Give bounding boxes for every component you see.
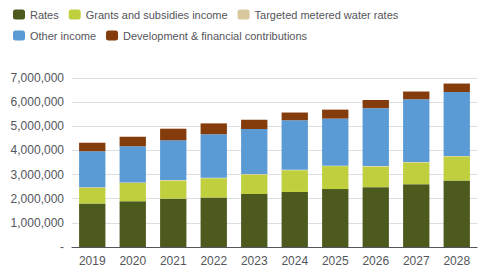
svg-text:7,000,000: 7,000,000 bbox=[11, 71, 65, 85]
svg-text:2,000,000: 2,000,000 bbox=[11, 192, 65, 206]
svg-text:2021: 2021 bbox=[160, 254, 187, 268]
svg-text:5,000,000: 5,000,000 bbox=[11, 119, 65, 133]
svg-text:Grants and subsidies income: Grants and subsidies income bbox=[86, 9, 228, 21]
svg-text:2023: 2023 bbox=[241, 254, 268, 268]
svg-text:4,000,000: 4,000,000 bbox=[11, 143, 65, 157]
svg-text:Other income: Other income bbox=[30, 30, 96, 42]
svg-text:2027: 2027 bbox=[403, 254, 430, 268]
svg-text:1,000,000: 1,000,000 bbox=[11, 216, 65, 230]
svg-text:2025: 2025 bbox=[322, 254, 349, 268]
svg-text:-: - bbox=[60, 240, 64, 254]
svg-text:Targeted metered water rates: Targeted metered water rates bbox=[255, 9, 399, 21]
svg-text:2028: 2028 bbox=[443, 254, 470, 268]
svg-text:2024: 2024 bbox=[281, 254, 308, 268]
svg-text:Rates: Rates bbox=[30, 9, 59, 21]
svg-text:6,000,000: 6,000,000 bbox=[11, 95, 65, 109]
svg-text:3,000,000: 3,000,000 bbox=[11, 168, 65, 182]
svg-text:2019: 2019 bbox=[79, 254, 106, 268]
svg-text:2022: 2022 bbox=[200, 254, 227, 268]
svg-text:2026: 2026 bbox=[362, 254, 389, 268]
svg-text:2020: 2020 bbox=[119, 254, 146, 268]
svg-text:Development & financial contri: Development & financial contributions bbox=[123, 30, 308, 42]
